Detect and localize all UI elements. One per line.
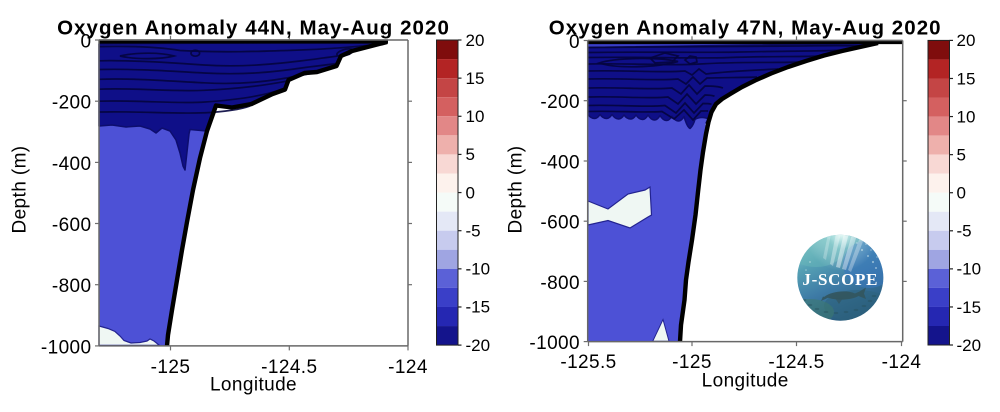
svg-text:-5: -5 [957, 222, 972, 241]
svg-text:-20: -20 [957, 336, 982, 355]
svg-text:5: 5 [957, 145, 966, 164]
svg-text:15: 15 [957, 69, 976, 88]
svg-text:0: 0 [957, 184, 966, 203]
svg-text:-600: -600 [52, 215, 92, 236]
svg-text:-20: -20 [466, 336, 491, 355]
svg-text:10: 10 [466, 107, 485, 126]
svg-text:Longitude: Longitude [702, 370, 789, 391]
svg-text:-125: -125 [672, 352, 712, 373]
svg-text:-124: -124 [388, 357, 428, 378]
svg-text:-125.5: -125.5 [560, 352, 616, 373]
svg-text:20: 20 [466, 31, 485, 50]
svg-text:-200: -200 [540, 92, 580, 113]
svg-text:J-SCOPE: J-SCOPE [802, 270, 878, 289]
svg-text:Longitude: Longitude [210, 375, 297, 396]
svg-text:-15: -15 [466, 298, 491, 317]
svg-text:-5: -5 [466, 221, 481, 240]
svg-text:-400: -400 [52, 154, 92, 175]
svg-text:Depth (m): Depth (m) [506, 145, 527, 233]
svg-text:-10: -10 [957, 260, 982, 279]
svg-text:-124.5: -124.5 [768, 352, 824, 373]
svg-text:20: 20 [957, 31, 976, 50]
svg-text:0: 0 [569, 32, 580, 53]
svg-text:Oxygen Anomaly 47N, May-Aug 20: Oxygen Anomaly 47N, May-Aug 2020 [549, 16, 942, 39]
svg-text:Oxygen Anomaly 44N, May-Aug 20: Oxygen Anomaly 44N, May-Aug 2020 [57, 16, 450, 39]
svg-text:-800: -800 [540, 273, 580, 294]
svg-text:-10: -10 [466, 260, 491, 279]
svg-text:10: 10 [957, 107, 976, 126]
svg-text:0: 0 [466, 183, 475, 202]
svg-text:-1000: -1000 [41, 337, 92, 358]
svg-text:15: 15 [466, 69, 485, 88]
svg-text:-15: -15 [957, 298, 982, 317]
svg-text:Depth (m): Depth (m) [10, 145, 31, 233]
svg-text:-124.5: -124.5 [261, 357, 317, 378]
svg-text:-1000: -1000 [529, 333, 580, 354]
svg-text:-800: -800 [52, 276, 92, 297]
svg-text:-125: -125 [151, 357, 191, 378]
svg-text:5: 5 [466, 145, 475, 164]
svg-text:-600: -600 [540, 213, 580, 234]
svg-text:0: 0 [81, 31, 92, 52]
svg-text:-200: -200 [52, 93, 92, 114]
svg-text:-400: -400 [540, 152, 580, 173]
svg-text:-124: -124 [882, 352, 922, 373]
